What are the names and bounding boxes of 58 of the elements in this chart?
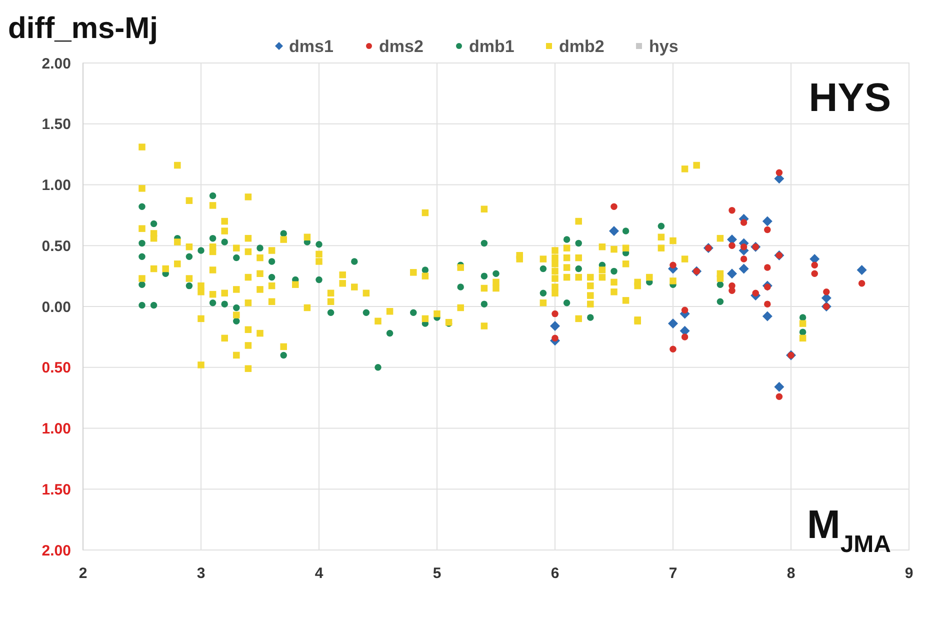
y-tick-label: 2.00 (42, 55, 71, 72)
point (762, 311, 772, 322)
point (764, 226, 771, 234)
x-tick-label: 6 (550, 565, 560, 582)
point (668, 318, 678, 329)
point (776, 169, 783, 176)
point (776, 393, 783, 400)
point (774, 382, 784, 392)
legend-label: hys (649, 36, 678, 56)
point (823, 288, 830, 296)
x-tick-label: 2 (78, 565, 88, 582)
legend-label: dms2 (379, 36, 424, 56)
point (740, 219, 748, 226)
point (670, 262, 676, 268)
point (728, 242, 736, 249)
point (670, 346, 676, 352)
legend-label: dms1 (289, 36, 334, 56)
x-tick-label: 9 (904, 565, 914, 582)
point (552, 310, 558, 318)
x-tick-label: 7 (668, 565, 678, 582)
point (752, 290, 759, 296)
point (811, 262, 818, 268)
y-axis-title: diff_ms-Mj (8, 12, 158, 45)
x-tick-label: 4 (314, 565, 324, 582)
point (728, 287, 736, 294)
point (856, 264, 867, 275)
point (762, 216, 772, 226)
x-axis-title: M$_{JMA}$ (807, 503, 891, 558)
point (680, 326, 690, 336)
point (681, 334, 688, 340)
y-tick-label: 1.00 (42, 177, 71, 194)
y-tick-label: 1.50 (42, 116, 71, 134)
point (552, 334, 558, 342)
point (858, 280, 866, 287)
point (811, 270, 818, 278)
chart-title: HYS (808, 76, 891, 120)
y-tick-label: 1.50 (42, 481, 71, 498)
x-tick-label: 3 (196, 565, 206, 582)
y-tick-label: 2.00 (42, 542, 71, 560)
point (550, 320, 560, 331)
point (740, 243, 748, 250)
y-tick-label: 0.00 (42, 298, 71, 316)
x-tick-label: 5 (432, 565, 442, 582)
point (610, 203, 618, 210)
point (609, 226, 619, 236)
point (740, 256, 748, 262)
x-tick-label: 8 (786, 565, 796, 582)
point (764, 264, 771, 271)
point (727, 268, 737, 279)
y-tick-label: 1.00 (42, 420, 71, 438)
y-tick-label: 0.50 (42, 238, 71, 255)
point (764, 300, 771, 308)
point (738, 264, 749, 274)
point (681, 306, 688, 314)
legend-label: dmb2 (559, 36, 604, 56)
y-tick-label: 0.50 (42, 360, 71, 377)
point (728, 206, 736, 214)
legend-label: dmb1 (469, 36, 514, 56)
